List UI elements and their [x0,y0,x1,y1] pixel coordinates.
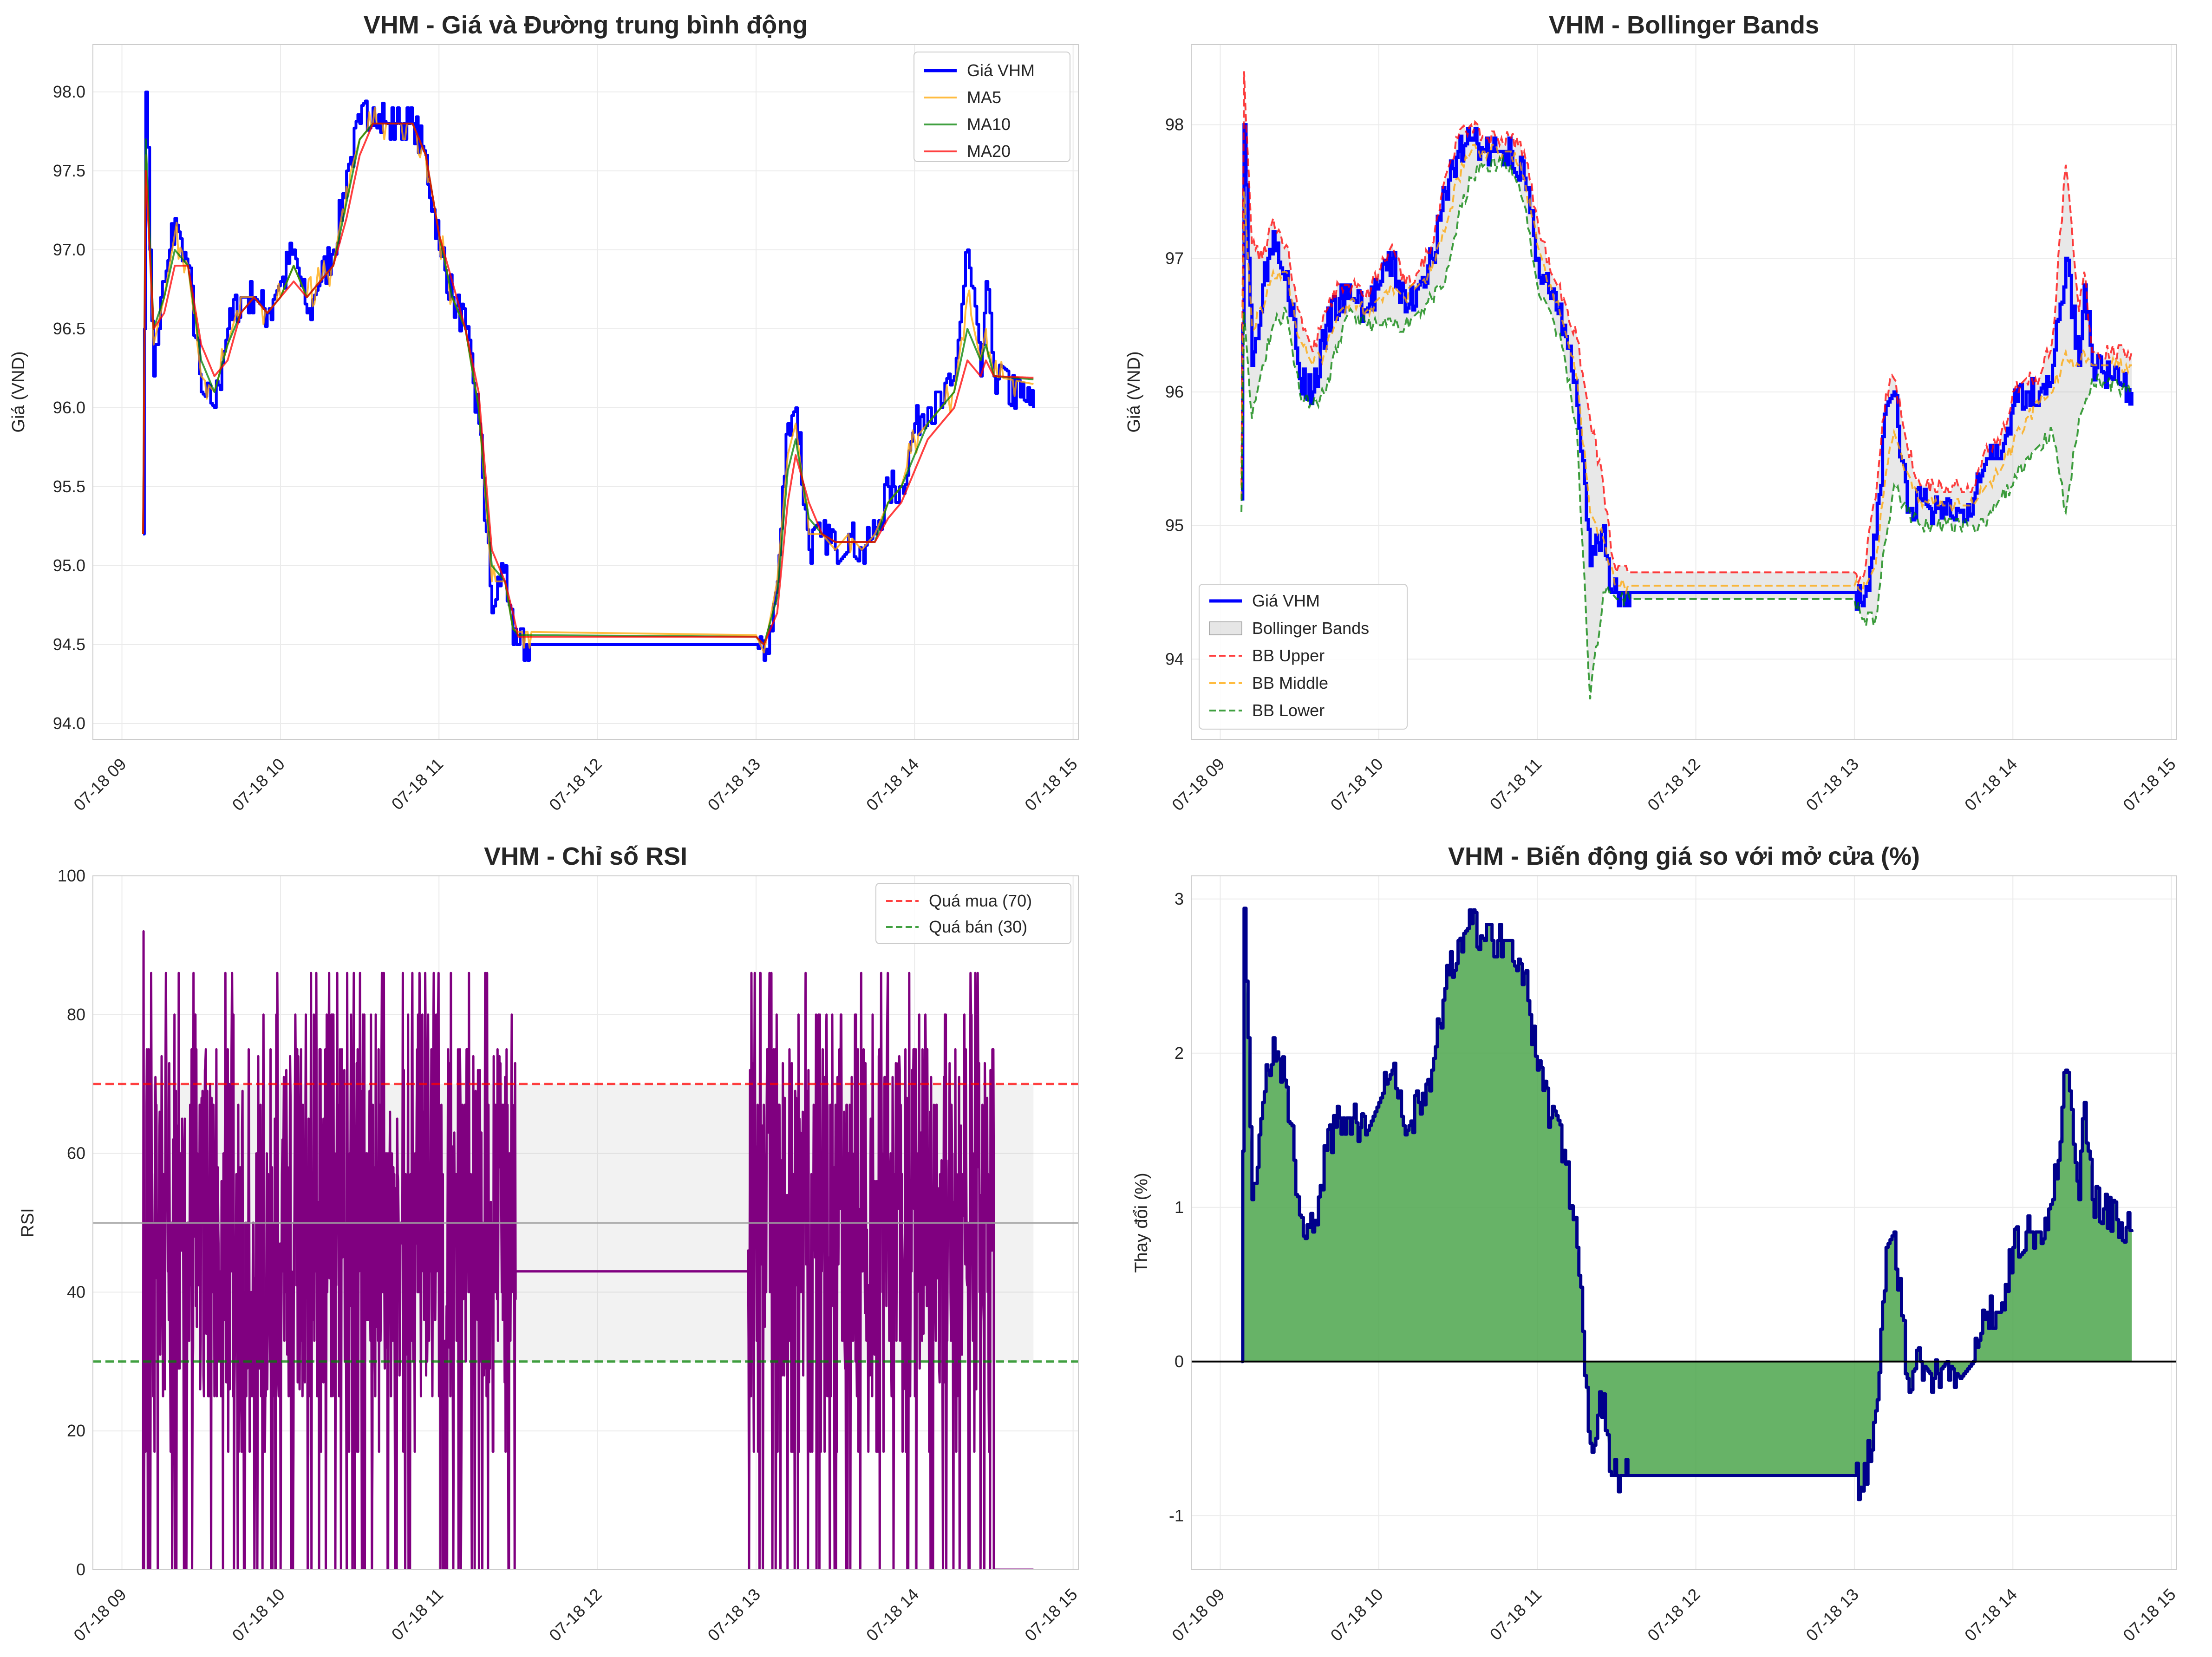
plot-frame [92,875,1079,1570]
y-tick-label: 98 [1165,115,1184,134]
legend-label: MA5 [967,88,1001,107]
y-tick-label: -1 [1169,1506,1184,1525]
y-tick-label: 96.0 [53,398,85,417]
y-tick-label: 95 [1165,516,1184,535]
legend-label: BB Middle [1252,673,1328,692]
y-tick-label: 97 [1165,248,1184,267]
y-axis-label: Thay đổi (%) [1132,1173,1151,1272]
y-tick-label: 20 [67,1421,85,1440]
legend-label: Bollinger Bands [1252,619,1369,638]
legend-label: Giá VHM [967,61,1035,80]
y-tick-label: 0 [1175,1352,1184,1371]
change-line [1241,907,2134,1501]
y-tick-label: 96 [1165,382,1184,401]
legend: Giá VHM MA5 MA10 MA20 [914,52,1070,162]
legend-swatch [1209,621,1242,635]
y-tick-label: 94 [1165,649,1184,668]
plot-frame [1191,875,2177,1570]
legend-label: Giá VHM [1252,591,1320,610]
y-tick-label: 94.0 [53,714,85,733]
bb-middle-line [1240,144,2132,596]
legend-label: BB Lower [1252,701,1325,720]
y-tick-label: 97.0 [53,240,85,259]
legend-label: BB Upper [1252,646,1325,665]
legend: Quá mua (70) Quá bán (30) [875,883,1071,944]
plot-frame [1191,44,2177,740]
y-tick-label: 100 [58,866,85,885]
y-tick-label: 98.0 [53,82,85,101]
y-tick-label: 2 [1175,1044,1184,1063]
y-tick-label: 97.5 [53,161,85,180]
chart-title: VHM - Chỉ số RSI [484,842,687,870]
y-tick-label: 1 [1175,1198,1184,1217]
y-tick-label: 40 [67,1282,85,1301]
y-tick-label: 95.5 [53,477,85,496]
y-tick-label: 80 [67,1005,85,1024]
y-axis-label: Giá (VND) [1124,351,1144,432]
legend-box [875,883,1071,944]
legend-box [1199,584,1408,730]
y-tick-label: 60 [67,1144,85,1163]
legend-label: MA10 [967,115,1011,134]
plot-frame [92,44,1079,740]
change-area-fill [1241,908,2132,1500]
chart-title: VHM - Bollinger Bands [1549,11,1819,39]
chart-title: VHM - Giá và Đường trung bình động [364,11,808,39]
legend-label: MA20 [967,142,1011,161]
y-tick-label: 0 [76,1560,85,1579]
chart-title: VHM - Biến động giá so với mở cửa (%) [1448,842,1920,870]
rsi-line [142,930,1034,1570]
y-tick-label: 94.5 [53,635,85,654]
legend-label: Quá mua (70) [929,891,1032,910]
series-line [142,123,1034,646]
y-tick-label: 96.5 [53,319,85,338]
series-line [1241,123,2134,611]
legend: Giá VHM Bollinger Bands BB Upper BB Middle B… [1199,584,1408,730]
legend-label: Quá bán (30) [929,917,1027,936]
y-tick-label: 95.0 [53,556,85,575]
bollinger-band-fill [1241,71,2132,699]
y-axis-label: Giá (VND) [9,351,28,432]
bb-upper-line [1240,71,2133,586]
y-axis-label: RSI [18,1208,38,1237]
legend-box [914,52,1070,162]
y-tick-label: 3 [1175,889,1184,908]
bb-lower-line [1240,155,2132,699]
